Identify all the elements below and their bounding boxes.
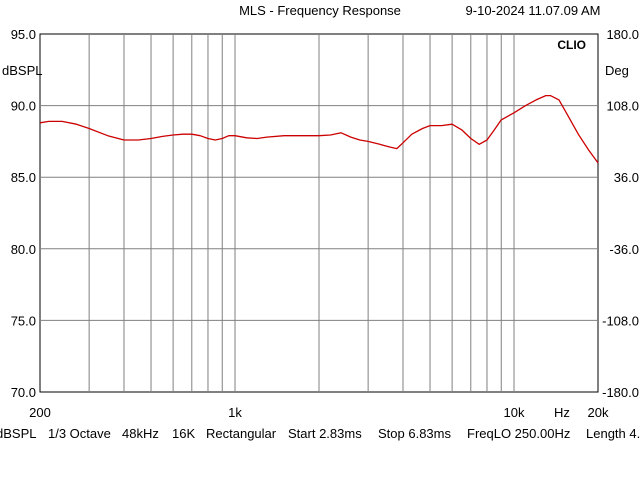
y2-tick-label: -36.0 xyxy=(609,242,639,257)
status-length: Length 4.00ms xyxy=(586,426,640,441)
axes-labels: 95.0 90.0 85.0 80.0 75.0 70.0 180.0 108.0 36.0 -3… xyxy=(11,27,639,420)
timestamp: 9-10-2024 11.07.09 AM xyxy=(466,3,601,18)
y2-axis-label: Deg xyxy=(605,63,629,78)
status-stop: Stop 6.83ms xyxy=(378,426,451,441)
y2-tick-label: -180.0 xyxy=(602,385,639,400)
y2-tick-label: 108.0 xyxy=(606,99,639,114)
status-start: Start 2.83ms xyxy=(288,426,362,441)
response-curve xyxy=(39,94,599,164)
status-samplerate: 48kHz xyxy=(122,426,159,441)
x-tick-label: 20k xyxy=(588,405,609,420)
status-bar: dBSPL 1/3 Octave 48kHz 16K Rectangular S… xyxy=(0,424,640,444)
y2-tick-label: 36.0 xyxy=(614,170,639,185)
chart-title: MLS - Frequency Response xyxy=(239,3,401,18)
x-unit-label: Hz xyxy=(554,405,570,420)
y-tick-label: 75.0 xyxy=(11,313,36,328)
y-axis-label: dBSPL xyxy=(2,63,42,78)
y-tick-label: 85.0 xyxy=(11,170,36,185)
status-smoothing: 1/3 Octave xyxy=(48,426,111,441)
status-freqlo: FreqLO 250.00Hz xyxy=(467,426,571,441)
grid-lines xyxy=(40,34,598,392)
x-tick-label: 200 xyxy=(29,405,51,420)
brand-label: CLIO xyxy=(557,38,586,52)
y-tick-label: 90.0 xyxy=(11,99,36,114)
y-tick-label: 80.0 xyxy=(11,242,36,257)
y2-tick-label: -108.0 xyxy=(602,313,639,328)
series-layer xyxy=(39,94,599,164)
status-unit: dBSPL xyxy=(0,426,37,441)
status-window: Rectangular xyxy=(206,426,277,441)
x-tick-label: 1k xyxy=(228,405,242,420)
y2-tick-label: 180.0 xyxy=(606,27,639,42)
status-fft-size: 16K xyxy=(172,426,196,441)
y-tick-label: 70.0 xyxy=(11,385,36,400)
x-tick-label: 10k xyxy=(504,405,525,420)
y-tick-label: 95.0 xyxy=(11,27,36,42)
